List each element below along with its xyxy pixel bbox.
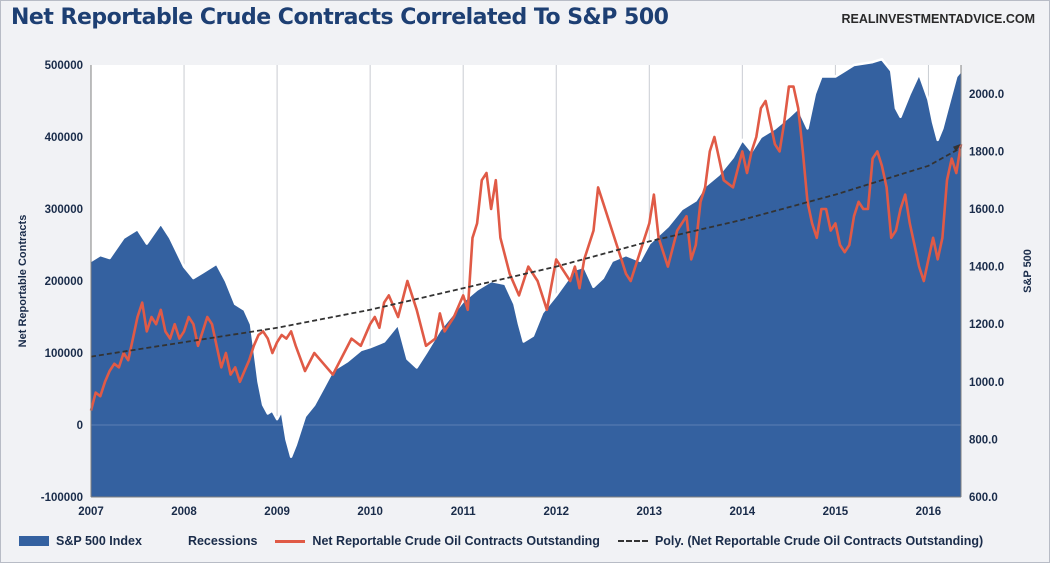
- left-tick-label: 400000: [45, 132, 83, 144]
- trend-line-layer: [90, 143, 962, 358]
- x-tick-label: 2010: [357, 506, 383, 518]
- x-tick-label: 2012: [543, 506, 569, 518]
- legend-item-recessions: Recessions: [188, 534, 257, 548]
- x-tick-label: 2016: [916, 506, 942, 518]
- legend-label-crude: Net Reportable Crude Oil Contracts Outst…: [312, 534, 600, 548]
- crude-contracts-line: [89, 85, 963, 411]
- chart-title: Net Reportable Crude Contracts Correlate…: [11, 5, 669, 30]
- legend-label-trend: Poly. (Net Reportable Crude Oil Contract…: [654, 534, 984, 548]
- x-tick-label: 2011: [451, 506, 477, 518]
- left-tick-label: 300000: [45, 204, 83, 216]
- left-tick-label: -100000: [41, 492, 83, 504]
- legend-swatch-crude: [275, 539, 306, 543]
- crude-line-layer: [89, 85, 963, 411]
- right-tick-label: 1000.0: [969, 377, 1004, 389]
- trend-line: [90, 147, 962, 358]
- x-tick-label: 2014: [730, 506, 756, 518]
- legend: S&P 500 Index Recessions Net Reportable …: [19, 530, 1001, 552]
- right-tick-label: 1600.0: [969, 204, 1004, 216]
- x-tick-label: 2007: [78, 506, 104, 518]
- trend-arrowhead: [953, 143, 961, 152]
- left-tick-label: 500000: [45, 60, 83, 72]
- right-tick-label: 800.0: [969, 434, 998, 446]
- right-tick-label: 1800.0: [969, 146, 1004, 158]
- x-tick-label: 2015: [823, 506, 849, 518]
- legend-label-sp500: S&P 500 Index: [56, 534, 142, 548]
- legend-label-recessions: Recessions: [187, 534, 258, 548]
- x-tick-label: 2009: [264, 506, 290, 518]
- left-tick-label: 200000: [45, 276, 83, 288]
- source-label: REALINVESTMENTADVICE.COM: [841, 12, 1035, 26]
- sp500-outline: [90, 57, 962, 458]
- legend-item-sp500: S&P 500 Index: [19, 534, 142, 548]
- axis-layer: -100000 0 100000 200000 300000 400000 500000 60…: [17, 60, 1034, 518]
- right-tick-label: 2000.0: [969, 89, 1004, 101]
- left-tick-label: 0: [77, 420, 83, 432]
- left-tick-label: 100000: [45, 348, 83, 360]
- legend-item-trend: Poly. (Net Reportable Crude Oil Contract…: [617, 534, 984, 548]
- right-axis-title: S&P 500: [1022, 249, 1034, 293]
- right-tick-label: 1200.0: [969, 319, 1004, 331]
- x-tick-label: 2013: [636, 506, 662, 518]
- legend-swatch-trend: [617, 540, 648, 542]
- left-axis-title: Net Reportable Contracts: [17, 215, 29, 348]
- legend-swatch-sp500: [19, 536, 49, 546]
- chart-svg: -100000 0 100000 200000 300000 400000 500000 60…: [17, 57, 1034, 518]
- sp500-area: [91, 59, 961, 497]
- x-tick-label: 2008: [171, 506, 197, 518]
- right-tick-label: 1400.0: [969, 262, 1004, 274]
- right-tick-label: 600.0: [969, 492, 998, 504]
- legend-item-crude: Net Reportable Crude Oil Contracts Outst…: [275, 534, 600, 548]
- sp500-area-layer: [90, 57, 962, 497]
